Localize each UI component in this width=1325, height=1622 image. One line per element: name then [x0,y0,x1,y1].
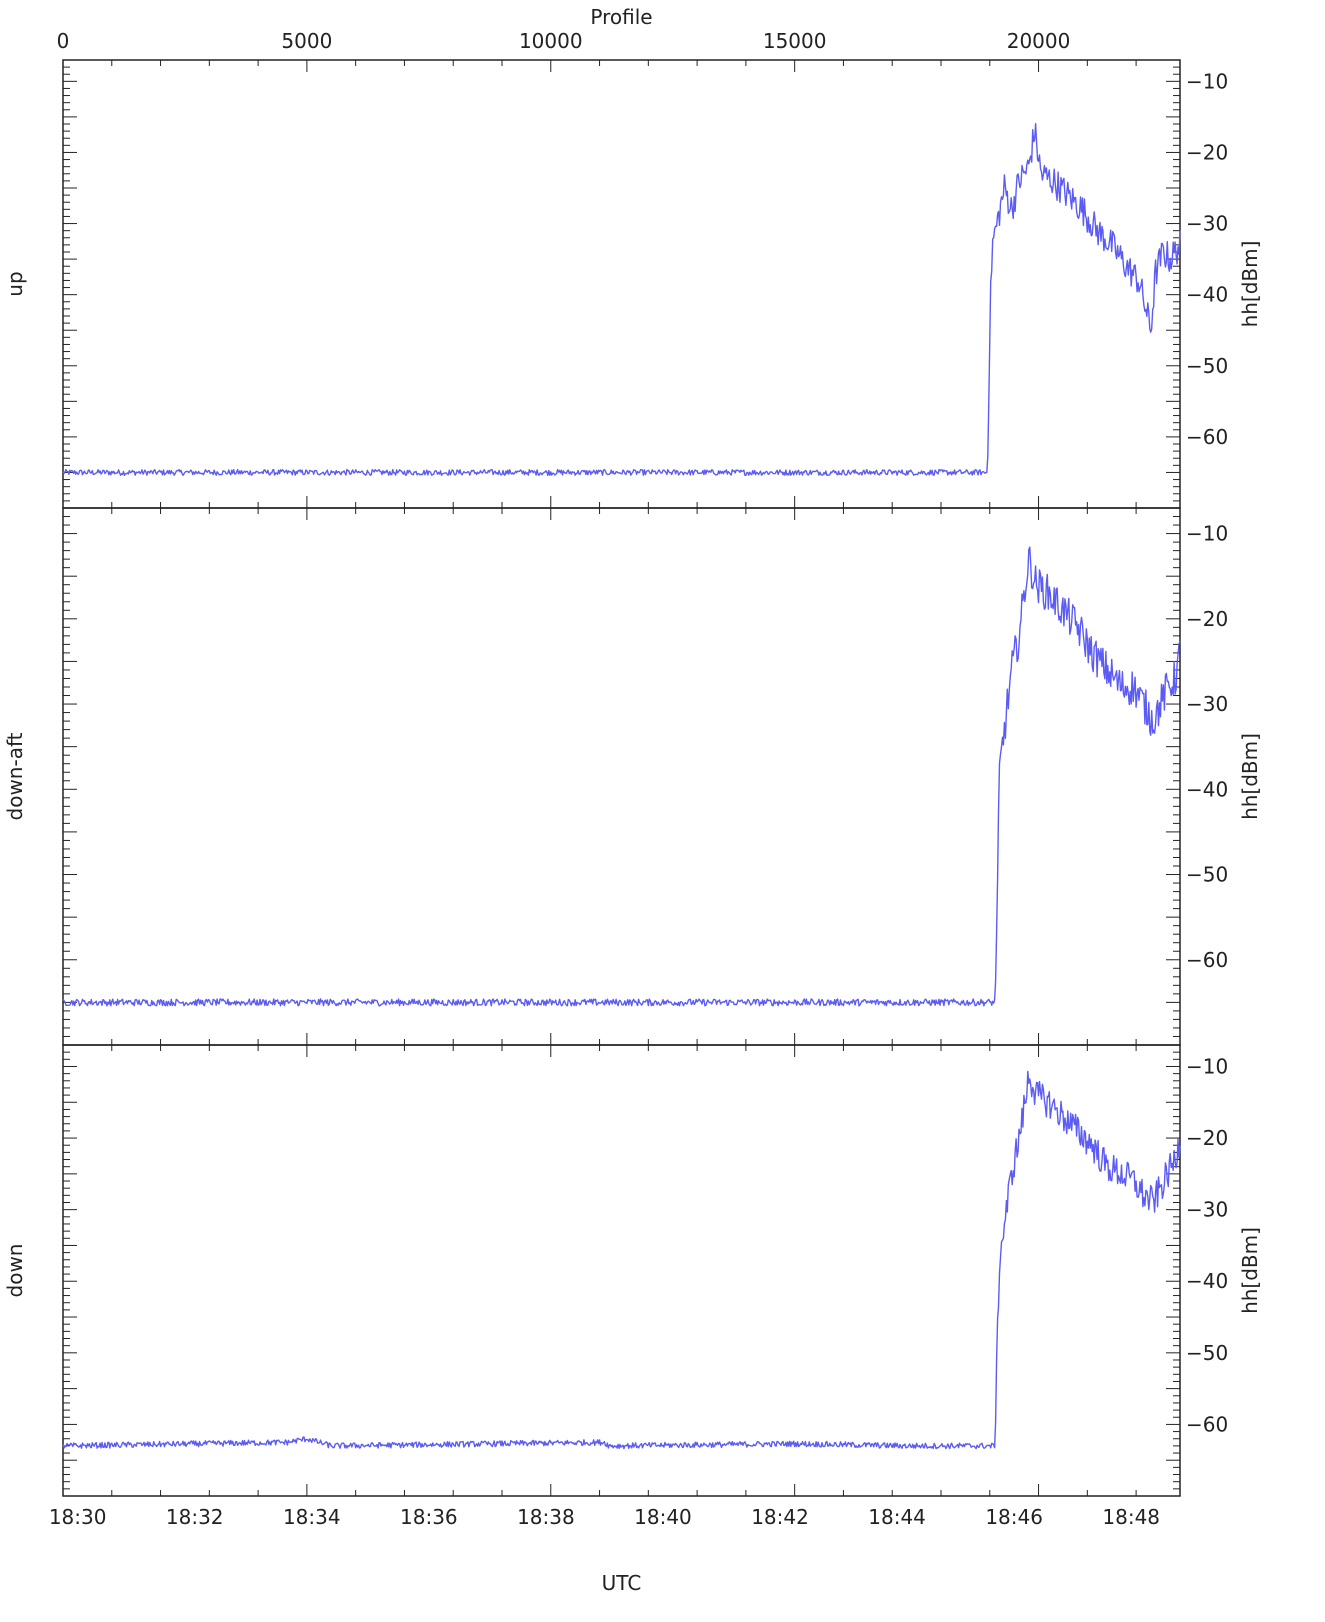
bottom-tick-label: 18:46 [985,1505,1043,1529]
panel-left-label: up [3,271,27,296]
y-tick-label: −60 [1186,948,1228,972]
y-tick-label: −10 [1186,69,1228,93]
panel-frame [62,59,1181,509]
y-tick-label: −50 [1186,1341,1228,1365]
top-tick-label: 15000 [763,29,827,53]
panel-right-label: hh[dBm] [1238,733,1262,820]
panel-frame [62,1044,1181,1497]
top-tick-label: 20000 [1007,29,1071,53]
y-tick-label: −60 [1186,425,1228,449]
y-tick-label: −30 [1186,212,1228,236]
y-tick-label: −50 [1186,863,1228,887]
panel-right-label: hh[dBm] [1238,1227,1262,1314]
panel-down: −60 −50 −40 −30 −20 −10 down hh[dBm] [3,1044,1262,1497]
bottom-tick-label: 18:42 [751,1505,809,1529]
y-tick-label: −20 [1186,1126,1228,1150]
panel-left-label: down [3,1244,27,1298]
y-tick-label: −10 [1186,1054,1228,1078]
panel-frame [62,507,1181,1046]
panel-right-label: hh[dBm] [1238,241,1262,328]
y-tick-label: −20 [1186,140,1228,164]
y-tick-label: −30 [1186,692,1228,716]
y-tick-label: −40 [1186,777,1228,801]
top-tick-label: 0 [57,29,70,53]
y-tick-label: −20 [1186,607,1228,631]
y-tick-label: −50 [1186,354,1228,378]
bottom-axis: UTC 18:30 18:32 18:34 18:36 18:38 18:40 18:42 1… [49,1505,1160,1595]
series-line [62,546,1181,1007]
bottom-tick-label: 18:30 [49,1505,107,1529]
panel-up: −60 −50 −40 −30 −20 −10 up hh[dBm] [3,59,1262,509]
y-tick-label: −40 [1186,1269,1228,1293]
bottom-tick-label: 18:32 [166,1505,224,1529]
series-line [62,1070,1181,1450]
series-line [62,123,1181,476]
y-tick-label: −40 [1186,283,1228,307]
top-tick-label: 5000 [281,29,332,53]
bottom-tick-label: 18:44 [868,1505,926,1529]
bottom-tick-label: 18:40 [634,1505,692,1529]
top-axis: Profile 0 5000 10000 15000 20000 [57,5,1071,53]
bottom-tick-label: 18:34 [283,1505,341,1529]
bottom-tick-label: 18:48 [1102,1505,1160,1529]
panel-down-aft: −60 −50 −40 −30 −20 −10 down-aft hh[dBm] [3,507,1262,1046]
bottom-tick-label: 18:38 [517,1505,575,1529]
bottom-tick-label: 18:36 [400,1505,458,1529]
panel-left-label: down-aft [3,732,27,820]
y-tick-label: −60 [1186,1412,1228,1436]
y-tick-label: −10 [1186,522,1228,546]
y-tick-label: −30 [1186,1198,1228,1222]
bottom-axis-title: UTC [602,1571,642,1595]
top-axis-title: Profile [590,5,652,29]
top-tick-label: 10000 [519,29,583,53]
